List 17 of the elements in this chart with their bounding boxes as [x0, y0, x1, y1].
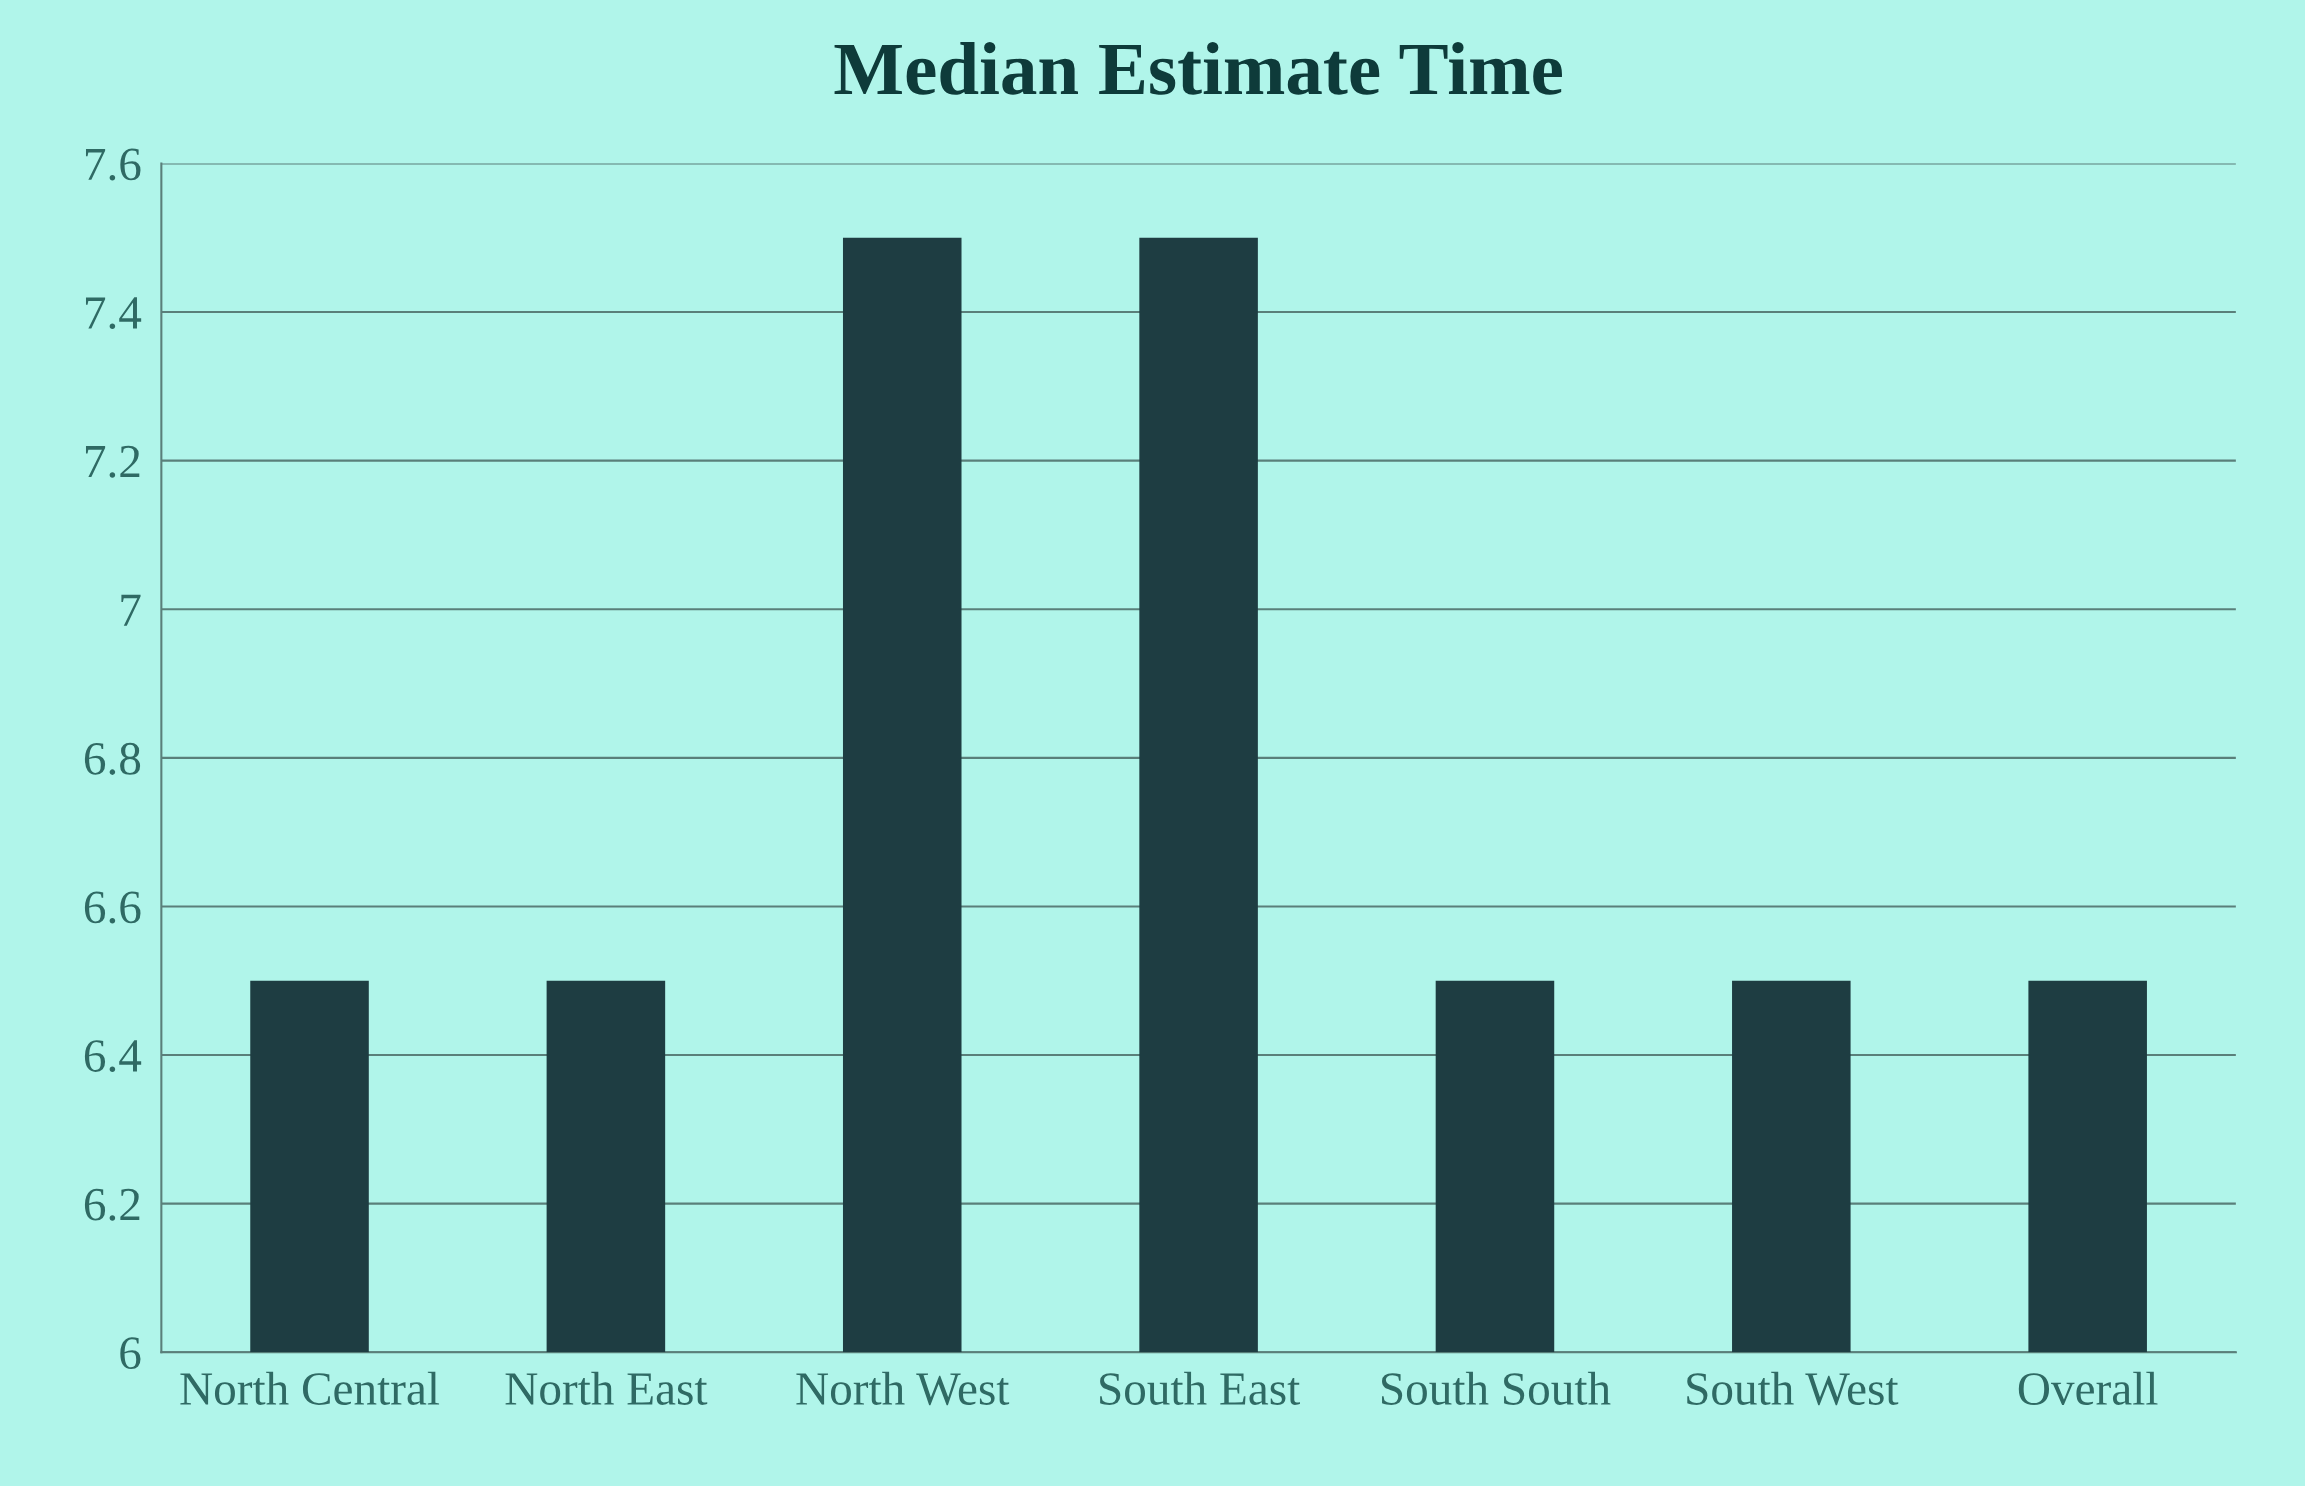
y-tick-label: 7.6	[85, 148, 141, 181]
x-tick-label: South South	[1382, 1371, 1611, 1405]
x-tick-label: South East	[1100, 1371, 1300, 1405]
y-tick-label: 6	[120, 1337, 141, 1370]
y-tick-label: 6.2	[84, 1188, 140, 1221]
y-tick-label: 6.8	[84, 742, 141, 775]
x-tick-label: North West	[796, 1371, 1010, 1406]
y-tick-label: 7.4	[85, 297, 142, 330]
x-tick-label: Overall	[2018, 1371, 2158, 1405]
x-tick-label: North Central	[180, 1371, 440, 1405]
y-tick-label: 6.4	[84, 1040, 142, 1073]
x-tick-label: North East	[505, 1371, 708, 1405]
y-tick-label: 6.6	[84, 891, 141, 924]
y-tick-label: 7	[121, 594, 141, 626]
y-tick-label: 7.2	[85, 445, 140, 478]
x-tick-label: South West	[1687, 1371, 1899, 1406]
chart-title: Median Estimate Time	[834, 41, 1562, 95]
